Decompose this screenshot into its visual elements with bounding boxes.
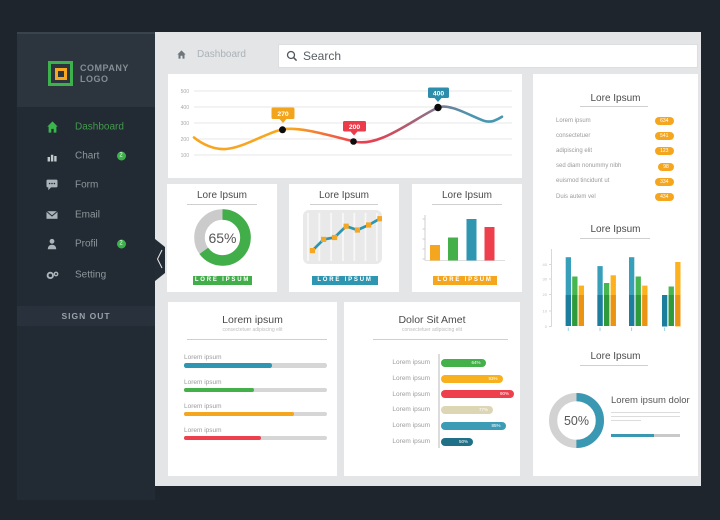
svg-text:400: 400 xyxy=(433,90,445,97)
svg-text:400: 400 xyxy=(181,105,190,111)
svg-text:100: 100 xyxy=(181,153,190,159)
svg-text:500: 500 xyxy=(181,89,190,95)
svg-text:200: 200 xyxy=(349,124,361,131)
svg-text:270: 270 xyxy=(277,111,289,118)
svg-text:0: 0 xyxy=(545,324,548,329)
svg-text:20: 20 xyxy=(543,292,548,297)
svg-text:30: 30 xyxy=(543,277,548,282)
svg-text:200: 200 xyxy=(181,137,190,143)
svg-text:300: 300 xyxy=(181,121,190,127)
svg-text:10: 10 xyxy=(543,309,548,314)
svg-text:40: 40 xyxy=(543,262,548,267)
